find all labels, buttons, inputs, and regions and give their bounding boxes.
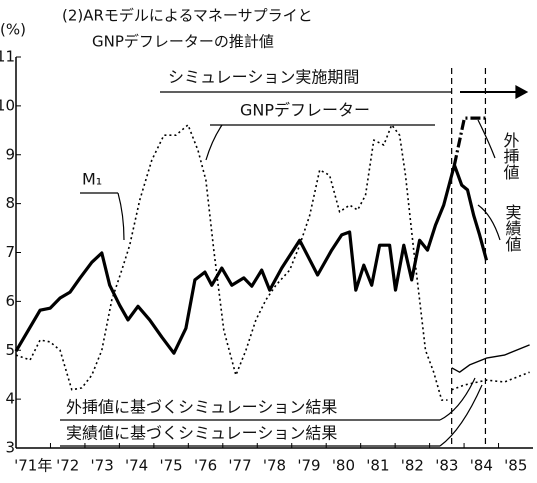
leader: [477, 204, 501, 241]
y-tick-label: 10: [0, 96, 15, 114]
y-tick-label: 6: [5, 292, 15, 310]
series-line: [452, 116, 487, 166]
annotation: 外挿値に基づくシミュレーション結果: [66, 398, 337, 417]
x-tick-label: '80: [332, 457, 355, 475]
y-tick-label: 3: [5, 439, 15, 457]
annotation: 実績値に基づくシミュレーション結果: [66, 424, 337, 443]
leader: [477, 119, 496, 159]
y-tick-label: 4: [5, 390, 15, 408]
y-tick-label: 7: [5, 243, 15, 261]
series-line: [451, 371, 530, 391]
annotation: シミュレーション実施期間: [168, 68, 359, 87]
x-tick-label: '72: [56, 457, 79, 475]
x-tick-label: '73: [91, 457, 114, 475]
leader: [439, 377, 476, 421]
x-tick-label: '77: [228, 457, 251, 475]
y-tick-label: 9: [5, 145, 15, 163]
chart-title: GNPデフレーターの推計値: [92, 33, 274, 51]
annotations: [60, 84, 529, 447]
annotation: 外挿値: [501, 132, 520, 180]
x-tick-label: '71年: [14, 457, 52, 475]
annotation: 実績値: [503, 204, 522, 252]
chart-title: (2)ARモデルによるマネーサプライと: [62, 7, 313, 25]
x-tick-label: '79: [297, 457, 320, 475]
arrow-head: [515, 84, 529, 100]
series-line: [451, 344, 530, 373]
annotation: M₁: [82, 170, 102, 189]
y-tick-label: 8: [5, 194, 15, 212]
y-tick-label: 5: [5, 341, 15, 359]
x-tick-label: '84: [470, 457, 493, 475]
series-line: [15, 124, 448, 401]
x-tick-label: '85: [504, 457, 527, 475]
x-tick-label: '81: [366, 457, 389, 475]
x-tick-label: '74: [125, 457, 148, 475]
y-tick-label: 11: [0, 48, 15, 66]
annotation: GNPデフレーター: [240, 101, 370, 120]
series-line: [14, 163, 489, 355]
leader: [117, 192, 125, 241]
x-tick-label: '83: [435, 457, 458, 475]
leader: [205, 124, 223, 161]
x-tick-label: '82: [401, 457, 424, 475]
x-tick-label: '76: [194, 457, 217, 475]
leader: [439, 384, 483, 447]
y-axis-label: (%): [0, 21, 26, 39]
x-tick-label: '78: [263, 457, 286, 475]
x-tick-label: '75: [159, 457, 182, 475]
